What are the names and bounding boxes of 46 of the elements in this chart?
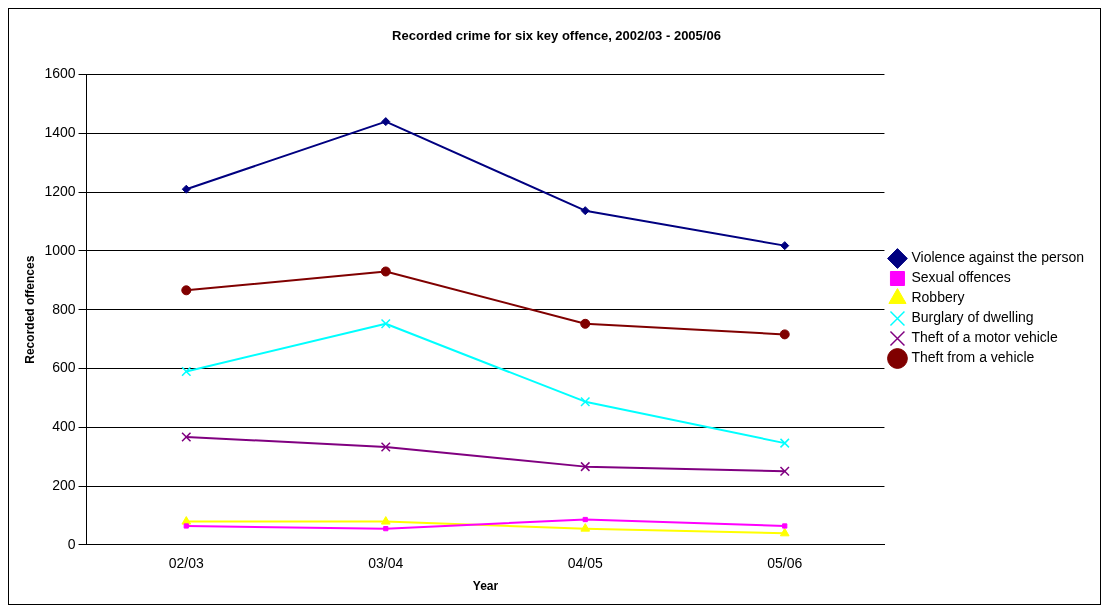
y-tick-label: 1600 xyxy=(44,65,76,82)
point xyxy=(582,516,588,523)
y-tick-label: 400 xyxy=(52,418,76,435)
y-tick-label: 200 xyxy=(52,476,76,493)
point xyxy=(380,266,391,277)
y-tick-label: 800 xyxy=(52,300,76,317)
point xyxy=(780,241,790,251)
legend-label: Violence against the person xyxy=(911,249,1085,266)
legend-label: Burglary of dwelling xyxy=(911,309,1034,326)
chart-title: Recorded crime for six key offence, 2002/03 - 2005/06 xyxy=(392,28,721,44)
point xyxy=(782,523,788,529)
legend-label: Theft of a motor vehicle xyxy=(911,329,1058,346)
y-tick-label: 1200 xyxy=(44,183,76,200)
point xyxy=(580,206,590,216)
y-axis-title: Recorded offences xyxy=(22,255,37,364)
y-tick-label: 1400 xyxy=(44,124,76,141)
x-tick-label: 04/05 xyxy=(567,555,603,572)
point xyxy=(383,526,389,532)
point xyxy=(183,523,189,529)
point xyxy=(779,438,790,449)
point xyxy=(779,329,790,340)
point xyxy=(580,318,591,329)
x-tick-label: 05/06 xyxy=(767,555,803,572)
x-tick-label: 02/03 xyxy=(168,555,205,572)
point xyxy=(779,527,790,537)
point xyxy=(181,516,192,525)
point xyxy=(380,441,391,452)
point xyxy=(181,184,191,194)
y-tick-label: 0 xyxy=(67,535,76,552)
x-tick-label: 03/04 xyxy=(368,555,404,572)
point xyxy=(580,523,591,532)
x-axis-title: Year xyxy=(472,579,499,594)
point xyxy=(380,318,391,329)
legend-label: Sexual offences xyxy=(911,269,1011,286)
point xyxy=(779,466,790,477)
point xyxy=(181,366,192,377)
point xyxy=(381,117,391,127)
point xyxy=(181,285,192,296)
point xyxy=(380,516,391,525)
legend-label: Robbery xyxy=(911,289,965,306)
point xyxy=(580,396,591,407)
y-tick-label: 600 xyxy=(52,359,76,376)
point xyxy=(580,461,591,472)
y-tick-label: 1000 xyxy=(44,241,76,258)
legend-label: Theft from a vehicle xyxy=(911,349,1035,366)
point xyxy=(181,431,192,442)
